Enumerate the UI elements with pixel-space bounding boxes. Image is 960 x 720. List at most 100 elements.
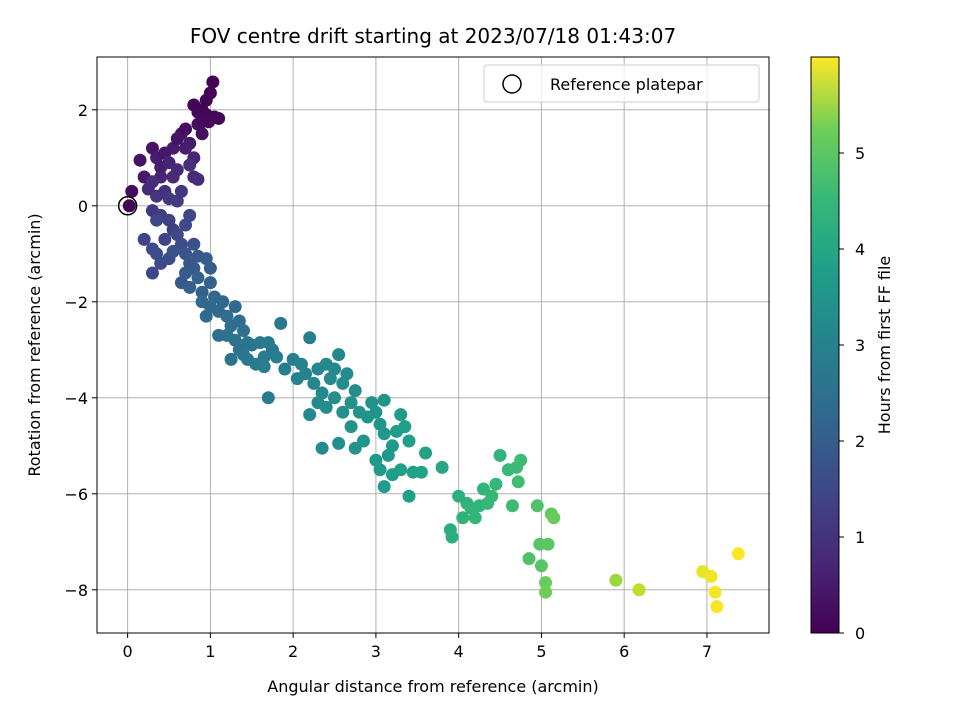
data-point: [315, 441, 329, 455]
data-point: [489, 477, 503, 491]
data-point: [373, 463, 387, 477]
colorbar-ticks: 0 1 2 3 4 5: [839, 144, 865, 643]
plot-frame: [96, 56, 770, 634]
colorbar: [810, 56, 840, 634]
reference-marker-group: [117, 196, 138, 216]
data-point: [270, 350, 284, 364]
y-tick-label: −8: [64, 581, 88, 600]
data-point: [307, 376, 321, 390]
data-point: [224, 352, 238, 366]
x-tick-label: 0: [123, 642, 133, 661]
grid-lines: [97, 57, 769, 633]
legend: Reference platepar: [483, 64, 760, 103]
data-point: [710, 600, 724, 614]
data-point: [402, 489, 416, 503]
data-point: [187, 237, 201, 251]
data-point: [158, 232, 172, 246]
data-point: [278, 362, 292, 376]
data-point: [319, 400, 333, 414]
data-point: [203, 86, 217, 100]
data-point: [348, 384, 362, 398]
x-tick-label: 4: [454, 642, 464, 661]
y-tick-label: −6: [64, 485, 88, 504]
data-point: [174, 184, 188, 198]
data-point: [445, 530, 459, 544]
data-point: [522, 552, 536, 566]
data-point: [202, 115, 216, 129]
data-point: [191, 271, 205, 285]
data-point: [505, 499, 519, 513]
data-point: [179, 141, 193, 155]
data-point: [514, 453, 528, 467]
data-point: [166, 244, 180, 258]
y-tick-label: −4: [64, 389, 88, 408]
data-point: [414, 465, 428, 479]
data-point: [534, 559, 548, 573]
x-tick-label: 5: [536, 642, 546, 661]
colorbar-tick-label: 0: [855, 624, 865, 643]
data-point: [377, 480, 391, 494]
data-point: [731, 547, 745, 561]
data-point: [150, 213, 164, 227]
x-axis-label: Angular distance from reference (arcmin): [267, 677, 598, 696]
legend-label: Reference platepar: [550, 75, 703, 94]
data-point: [303, 408, 317, 422]
data-point: [402, 434, 416, 448]
data-point: [183, 158, 197, 172]
data-point: [541, 537, 555, 551]
x-tick-label: 3: [371, 642, 381, 661]
data-point: [336, 405, 350, 419]
data-point: [344, 420, 358, 434]
legend-marker-icon: [502, 74, 522, 94]
colorbar-tick-label: 1: [855, 528, 865, 547]
data-point: [328, 391, 342, 405]
data-point: [303, 331, 317, 345]
data-point: [179, 122, 193, 136]
colorbar-tick-label: 4: [855, 240, 865, 259]
x-tick-label: 1: [205, 642, 215, 661]
data-point: [125, 184, 139, 198]
data-point: [485, 489, 499, 503]
data-point: [377, 393, 391, 407]
data-point: [394, 463, 408, 477]
x-tick-label: 7: [702, 642, 712, 661]
data-point: [206, 75, 220, 89]
data-point: [183, 280, 197, 294]
data-point: [394, 408, 408, 422]
data-point: [191, 172, 205, 186]
data-point: [236, 324, 250, 338]
legend-box: [483, 64, 760, 103]
data-point: [708, 585, 722, 599]
data-point: [704, 569, 718, 583]
x-tick-label: 2: [288, 642, 298, 661]
data-point: [398, 420, 412, 434]
data-point: [456, 511, 470, 525]
data-point: [228, 300, 242, 314]
data-point: [212, 111, 226, 125]
data-point: [340, 367, 354, 381]
data-point: [195, 285, 209, 299]
data-point: [609, 573, 623, 587]
data-point: [435, 460, 449, 474]
data-point: [344, 396, 358, 410]
data-point: [511, 475, 525, 489]
data-point: [166, 170, 180, 184]
data-point: [547, 511, 561, 525]
data-point: [493, 448, 507, 462]
y-axis-ticks: 2 0 −2 −4 −6 −8: [64, 101, 97, 600]
data-point: [385, 439, 399, 453]
colorbar-label: Hours from first FF file: [875, 256, 894, 435]
colorbar-tick-label: 2: [855, 432, 865, 451]
data-point: [137, 232, 151, 246]
data-point: [539, 576, 553, 590]
data-point: [133, 153, 147, 167]
data-point: [332, 436, 346, 450]
data-point: [203, 276, 217, 290]
x-axis-ticks: 0 1 2 3 4 5 6 7: [123, 633, 712, 661]
y-tick-label: 0: [78, 197, 88, 216]
data-point: [145, 266, 159, 280]
y-axis-label: Rotation from reference (arcmin): [25, 213, 44, 476]
reference-platepar-marker: [117, 196, 138, 216]
data-point: [274, 316, 288, 330]
